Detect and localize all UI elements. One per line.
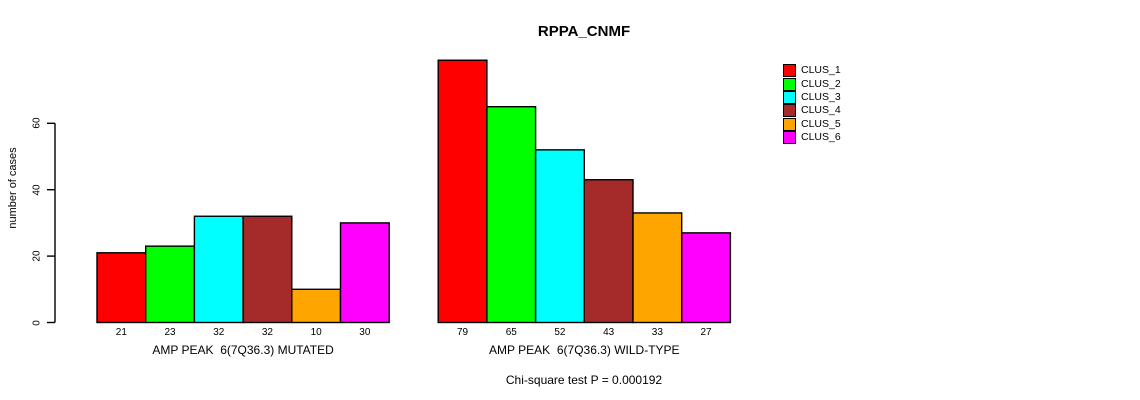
bar-value-label: 27: [700, 327, 712, 338]
legend-label: CLUS_1: [801, 64, 841, 77]
bar-value-label: 79: [456, 327, 469, 338]
legend-swatch: [783, 117, 796, 131]
y-tick-label: 60: [31, 117, 43, 129]
legend-swatch: [783, 104, 796, 118]
bar-value-label: 21: [115, 327, 127, 338]
legend-row: CLUS_1: [783, 64, 841, 78]
bar-value-label: 30: [359, 327, 371, 338]
bar: [291, 288, 342, 324]
y-tick-label: 20: [31, 250, 43, 262]
bar: [96, 252, 147, 324]
legend-swatch: [783, 64, 796, 78]
legend-swatch: [783, 131, 796, 145]
group-axis-label: AMP PEAK 6(7Q36.3) MUTATED: [152, 343, 334, 357]
legend-label: CLUS_5: [801, 117, 841, 130]
legend-swatch: [783, 77, 796, 91]
bar: [437, 59, 488, 324]
bar: [534, 149, 585, 324]
bar: [242, 215, 293, 324]
legend-row: CLUS_2: [783, 77, 841, 91]
legend-label: CLUS_3: [801, 90, 841, 103]
legend: CLUS_1 CLUS_2 CLUS_3 CLUS_4 CLUS_5 CLUS_6: [783, 64, 841, 145]
bar-value-label: 23: [164, 327, 176, 338]
y-tick-label: 40: [31, 184, 43, 196]
bar-value-label: 10: [310, 327, 322, 338]
legend-row: CLUS_4: [783, 104, 841, 118]
bar-value-label: 65: [505, 327, 517, 338]
bar-value-label: 32: [213, 327, 225, 338]
bar: [583, 179, 634, 324]
legend-row: CLUS_5: [783, 117, 841, 131]
bar: [486, 105, 537, 324]
bar-value-label: 52: [554, 327, 566, 338]
bar: [144, 245, 196, 324]
legend-label: CLUS_6: [801, 131, 841, 144]
y-tick-label: 0: [31, 319, 43, 326]
legend-swatch: [783, 90, 796, 104]
legend-row: CLUS_6: [783, 131, 841, 145]
bar: [339, 222, 390, 324]
bar-value-label: 43: [603, 327, 615, 338]
bar-value-label: 32: [261, 327, 273, 338]
bar: [193, 215, 244, 324]
bar: [681, 232, 732, 324]
chi-square-note: Chi-square test P = 0.000192: [505, 373, 663, 387]
group-axis-label: AMP PEAK 6(7Q36.3) WILD-TYPE: [489, 343, 680, 357]
legend-row: CLUS_3: [783, 90, 841, 104]
chart-title: RPPA_CNMF: [537, 23, 631, 40]
bar-value-label: 33: [651, 327, 663, 338]
legend-label: CLUS_4: [801, 104, 841, 117]
legend-label: CLUS_2: [801, 77, 841, 90]
bar: [632, 212, 683, 324]
